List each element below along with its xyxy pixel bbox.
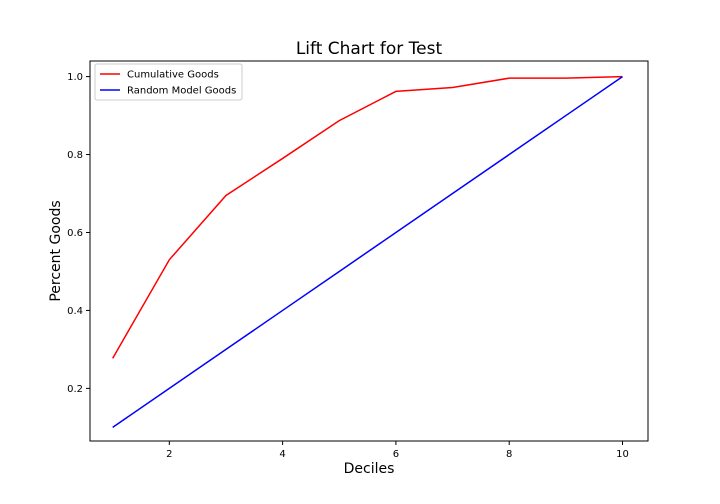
y-tick-label: 0.6 [67, 228, 83, 239]
x-tick-label: 4 [279, 449, 285, 460]
x-axis-label: Deciles [344, 461, 395, 477]
legend: Cumulative Goods Random Model Goods [94, 63, 243, 101]
plot-frame [89, 60, 649, 442]
x-tick-label: 8 [506, 449, 512, 460]
legend-label: Random Model Goods [127, 86, 236, 97]
y-tick-label: 0.2 [67, 384, 83, 395]
x-tick-label: 6 [393, 449, 399, 460]
x-tick-label: 2 [166, 449, 172, 460]
y-tick-label: 0.4 [67, 306, 83, 317]
y-axis-label: Percent Goods [48, 200, 64, 301]
legend-label: Cumulative Goods [127, 70, 219, 81]
legend-box [94, 63, 243, 101]
chart-title: Lift Chart for Test [296, 39, 443, 59]
series-line-random-model-goods [112, 75, 623, 428]
x-tick-label: 10 [616, 449, 629, 460]
y-tick-label: 1.0 [67, 72, 83, 83]
series-line-cumulative-goods [112, 75, 623, 359]
y-tick-label: 0.8 [67, 150, 83, 161]
